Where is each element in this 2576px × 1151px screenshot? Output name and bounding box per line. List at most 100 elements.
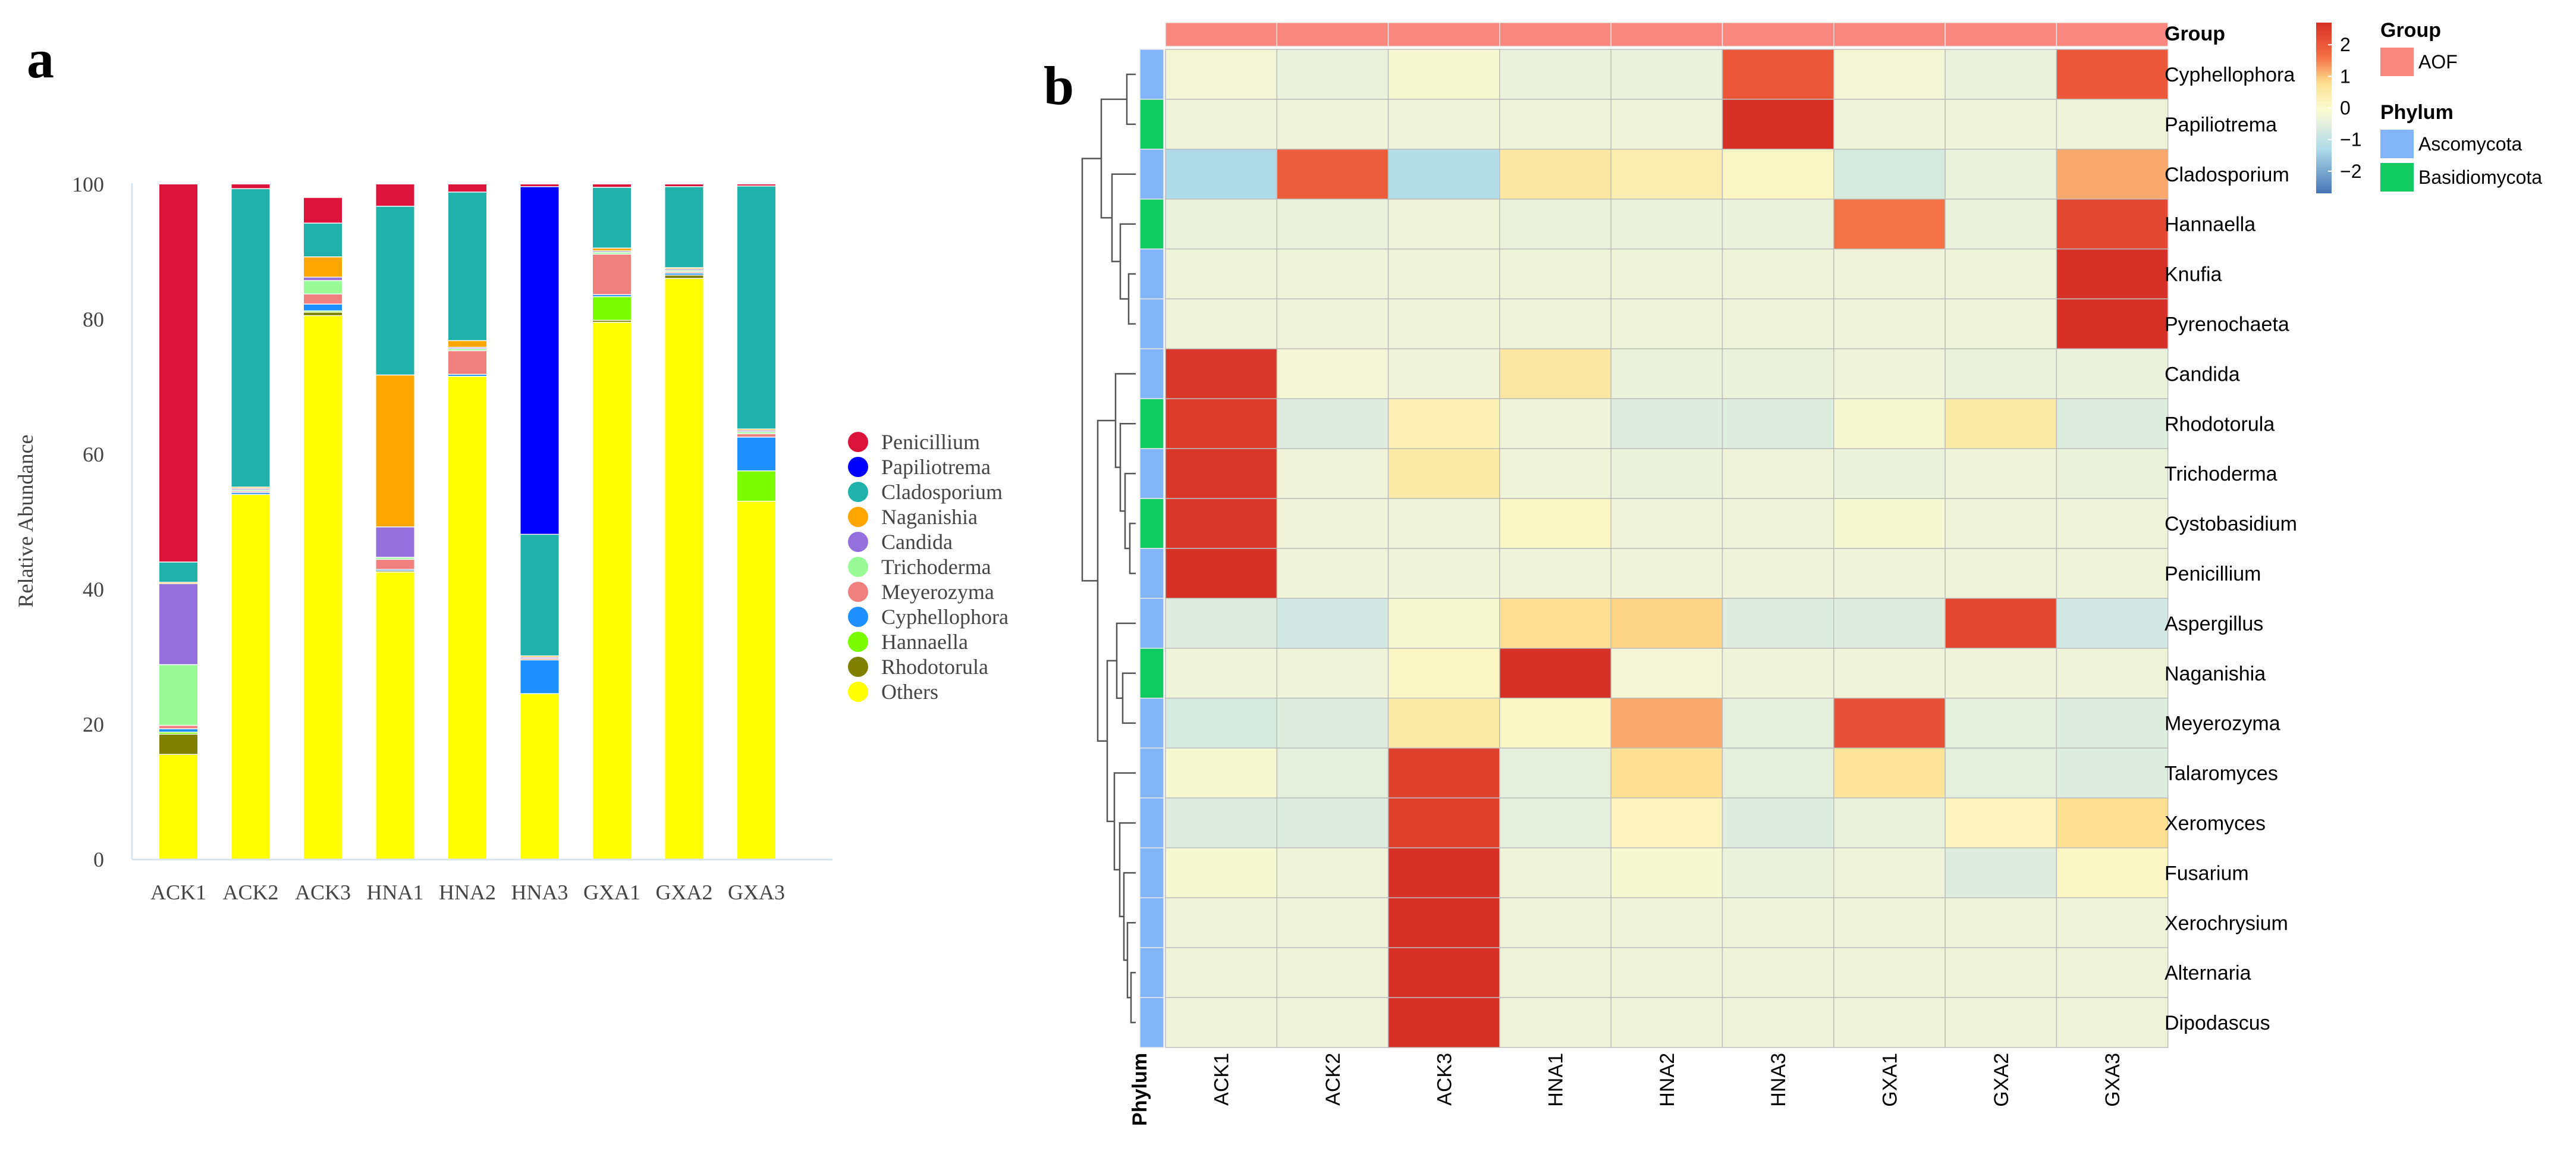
heatmap-cell-meyerozyma-hna3	[1721, 697, 1834, 749]
heatmap-cell-cyphellophora-gxa1	[1833, 49, 1946, 100]
bar-segment-meyerozyma-hna3	[520, 658, 559, 660]
legend-aof-swatch	[2380, 48, 2414, 76]
legend-label: Candida	[881, 530, 953, 554]
legend-ascomycota-swatch	[2380, 130, 2414, 158]
bar-segment-meyerozyma-ack1	[159, 726, 197, 729]
panel-a-label: a	[27, 29, 54, 89]
heatmap-cell-xeromyces-ack1	[1165, 797, 1278, 849]
heatmap-cell-aspergillus-gxa1	[1833, 598, 1946, 649]
colorbar-tick-label: −1	[2340, 129, 2361, 150]
bar-segment-candida-hna1	[376, 527, 414, 557]
phylum-cell-dipodascus	[1139, 997, 1164, 1048]
bar-segment-naganishia-ack1	[159, 582, 197, 584]
phylum-cell-aspergillus	[1139, 598, 1164, 649]
legend-label: Cyphellophora	[881, 605, 1009, 629]
bar-segment-trichoderma-hna1	[376, 557, 414, 559]
dendrogram-branch	[1116, 622, 1136, 699]
x-tick-label: HNA3	[511, 880, 568, 904]
heatmap-cell-dipodascus-ack1	[1165, 997, 1278, 1048]
group-cell-ack1	[1165, 22, 1278, 47]
phylum-cell-alternaria	[1139, 947, 1164, 998]
heatmap-cell-fusarium-gxa2	[1944, 847, 2057, 899]
heatmap-cell-naganishia-gxa3	[2056, 648, 2169, 699]
legend-marker	[848, 507, 868, 527]
heatmap-cell-papiliotrema-gxa3	[2056, 99, 2169, 150]
group-cell-gxa1	[1833, 22, 1946, 47]
heatmap-cell-aspergillus-gxa3	[2056, 598, 2169, 649]
heatmap-cell-talaromyces-ack1	[1165, 747, 1278, 799]
heatmap-cell-rhodotorula-hna2	[1610, 398, 1723, 449]
legend-marker	[848, 607, 868, 627]
heatmap-cell-hannaella-hna1	[1499, 198, 1611, 250]
bars	[159, 184, 775, 859]
row-label: Hannaella	[2165, 214, 2255, 236]
bar-segment-naganishia-hna2	[448, 341, 486, 347]
legend-ascomycota-label: Ascomycota	[2418, 133, 2522, 155]
heatmap-cell-candida-ack1	[1165, 348, 1278, 400]
legend-label: Rhodotorula	[881, 655, 988, 679]
heatmap-cell-hannaella-ack3	[1387, 198, 1500, 250]
heatmap-cell-trichoderma-gxa1	[1833, 448, 1946, 499]
heatmap-cell-talaromyces-ack3	[1387, 747, 1500, 799]
row-label: Pyrenochaeta	[2165, 313, 2289, 335]
heatmap-cell-fusarium-hna1	[1499, 847, 1611, 899]
heatmap-cell-cyphellophora-gxa3	[2056, 49, 2169, 100]
y-tick-label: 0	[93, 848, 104, 871]
heatmap-cell-xeromyces-hna3	[1721, 797, 1834, 849]
heatmap-cell-cystobasidium-ack2	[1276, 498, 1389, 549]
legend: PenicilliumPapiliotremaCladosporiumNagan…	[848, 430, 1009, 704]
bar-segment-cladosporium-hna1	[376, 206, 414, 375]
heatmap-cell-aspergillus-hna2	[1610, 598, 1723, 649]
legend-marker	[848, 457, 868, 477]
group-annotation-row	[1165, 22, 2169, 47]
dendrogram-branch	[1127, 273, 1136, 325]
column-labels: ACK1 ACK2 ACK3 HNA1 HNA2 HNA3 GXA1 GXA2 GXA3	[1211, 1053, 2124, 1107]
heatmap-cell-meyerozyma-ack1	[1165, 697, 1278, 749]
heatmap-cell-penicillium-hna2	[1610, 548, 1723, 599]
phylum-cell-rhodotorula	[1139, 398, 1164, 449]
bar-segment-others-gxa2	[665, 278, 703, 859]
panel-b-label: b	[1044, 55, 1074, 116]
heatmap-cell-xerochrysium-hna3	[1721, 897, 1834, 948]
heatmap-cell-candida-gxa3	[2056, 348, 2169, 400]
heatmap-cell-papiliotrema-hna3	[1721, 99, 1834, 150]
bar-segment-naganishia-hna1	[376, 375, 414, 527]
heatmap-cell-meyerozyma-hna1	[1499, 697, 1611, 749]
x-tick-label: GXA3	[728, 880, 785, 904]
bar-segment-penicillium-hna1	[376, 184, 414, 206]
heatmap-cell-cyphellophora-ack3	[1387, 49, 1500, 100]
heatmap-cell-candida-gxa1	[1833, 348, 1946, 400]
bar-segment-naganishia-ack3	[304, 257, 342, 277]
heatmap-cell-penicillium-gxa3	[2056, 548, 2169, 599]
heatmap-cell-fusarium-ack2	[1276, 847, 1389, 899]
x-tick-labels: ACK1 ACK2 ACK3 HNA1 HNA2 HNA3 GXA1 GXA2 GXA3	[150, 880, 785, 904]
dendrogram-branch	[1119, 822, 1136, 918]
heatmap-cell-hannaella-ack2	[1276, 198, 1389, 250]
legend-marker	[848, 482, 868, 502]
heatmap-cell-aspergillus-gxa2	[1944, 598, 2057, 649]
heatmap-cell-pyrenochaeta-ack2	[1276, 298, 1389, 350]
bar-segment-cladosporium-ack1	[159, 562, 197, 582]
group-cell-ack3	[1387, 22, 1500, 47]
bar-segment-naganishia-gxa1	[593, 248, 631, 250]
group-cell-ack2	[1276, 22, 1389, 47]
row-label: Xeromyces	[2165, 812, 2266, 835]
heatmap-cell-cladosporium-ack2	[1276, 149, 1389, 200]
column-label: ACK1	[1211, 1053, 1233, 1106]
colorbar: 2 1 0 −1 −2	[2316, 23, 2361, 193]
heatmap-cell-hannaella-ack1	[1165, 198, 1278, 250]
bar-segment-rhodotorula-ack3	[304, 312, 342, 315]
heatmap-cell-knufia-ack2	[1276, 248, 1389, 300]
heatmap-cell-naganishia-ack1	[1165, 648, 1278, 699]
bar-segment-naganishia-gxa3	[737, 429, 775, 430]
row-label: Xerochrysium	[2165, 912, 2288, 934]
heatmap-cell-pyrenochaeta-hna1	[1499, 298, 1611, 350]
x-tick-label: GXA1	[583, 880, 640, 904]
phylum-cell-candida	[1139, 348, 1164, 400]
bar-segment-penicillium-ack2	[231, 184, 270, 189]
dendrogram-branch	[1130, 971, 1136, 1024]
heatmap-cell-trichoderma-ack3	[1387, 448, 1500, 499]
heatmap-cell-cyphellophora-hna2	[1610, 49, 1723, 100]
bar-segment-naganishia-hna3	[520, 656, 559, 657]
bar-segment-others-ack2	[231, 495, 270, 859]
